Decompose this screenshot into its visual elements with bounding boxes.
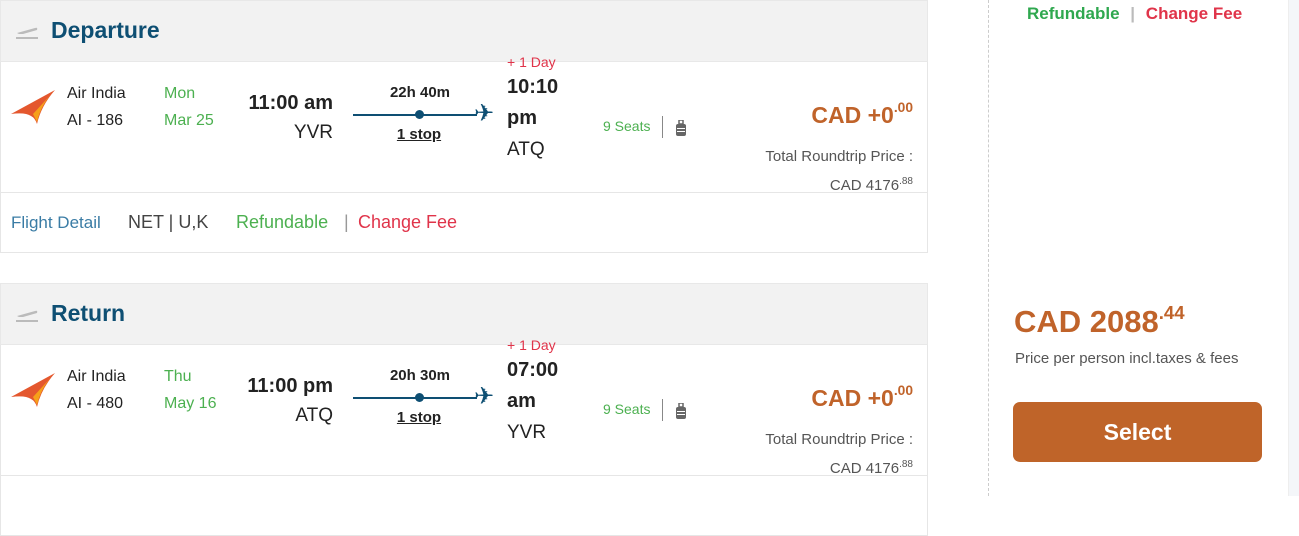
air-india-logo-icon — [11, 373, 55, 407]
dep-date: Mar 25 — [164, 112, 214, 129]
day-offset: + 1 Day — [507, 54, 556, 70]
change-fee-link[interactable]: Change Fee — [1145, 4, 1243, 23]
departure-header: Departure — [0, 0, 928, 62]
divider: | — [344, 212, 349, 232]
price-note: Price per person incl.taxes & fees — [1015, 350, 1239, 367]
seats-available: 9 Seats — [603, 401, 651, 417]
refundable-label: Refundable — [1027, 4, 1120, 23]
dep-airport: ATQ — [295, 405, 333, 426]
divider — [662, 116, 663, 138]
change-fee-link[interactable]: Change Fee — [358, 212, 458, 232]
select-button[interactable]: Select — [1013, 402, 1262, 462]
dep-time: 11:00 am — [248, 92, 333, 114]
stops-link[interactable]: 1 stop — [396, 409, 442, 426]
divider: | — [1130, 4, 1136, 23]
leg-title: Return — [51, 300, 126, 326]
duration: 20h 30m — [389, 367, 451, 384]
total-price: Total Roundtrip Price : CAD 4176.88 — [765, 431, 913, 477]
leg-title: Departure — [51, 17, 160, 43]
scroll-gutter — [1288, 0, 1299, 496]
panel-divider — [988, 0, 989, 496]
price-per-person: CAD 2088.44 — [1014, 302, 1185, 339]
dep-day: Thu — [164, 368, 192, 385]
refundable-label: Refundable — [236, 212, 329, 232]
price-difference: CAD +0.00 — [811, 383, 913, 411]
baggage-icon[interactable] — [675, 403, 687, 420]
airline-name: Air India — [67, 85, 126, 102]
dep-day: Mon — [164, 85, 196, 102]
baggage-icon[interactable] — [675, 120, 687, 137]
arr-ampm: am — [507, 390, 536, 412]
air-india-logo-icon — [11, 90, 55, 124]
fare-type: NET | U,K — [128, 212, 209, 232]
arr-airport: ATQ — [507, 139, 545, 160]
flight-number: AI - 186 — [67, 112, 124, 129]
return-header: Return — [0, 283, 928, 345]
stop-dot — [415, 110, 424, 119]
arr-time: 07:00 — [507, 359, 559, 381]
total-price: Total Roundtrip Price : CAD 4176.88 — [765, 148, 913, 194]
flight-footer: Flight Detail NET | U,K Refundable | Cha… — [0, 193, 928, 253]
dep-airport: YVR — [293, 122, 333, 143]
arr-ampm: pm — [507, 107, 537, 129]
takeoff-icon — [16, 310, 38, 322]
arr-airport: YVR — [507, 422, 547, 443]
flight-row-return: Air India AI - 480 Thu May 16 11:00 pm ATQ … — [0, 337, 928, 477]
flight-row-departure: Air India AI - 186 Mon Mar 25 11:00 am YVR … — [0, 54, 928, 194]
seats-available: 9 Seats — [603, 118, 651, 134]
plane-icon: ✈ — [474, 383, 495, 410]
divider — [662, 399, 663, 421]
side-fare-rules: Refundable | Change Fee — [1027, 4, 1242, 24]
stops-link[interactable]: 1 stop — [396, 126, 442, 143]
airline-name: Air India — [67, 368, 126, 385]
dep-date: May 16 — [164, 395, 217, 412]
price-difference: CAD +0.00 — [811, 100, 913, 128]
flight-footer — [0, 476, 928, 536]
takeoff-icon — [16, 27, 38, 39]
flight-number: AI - 480 — [67, 395, 124, 412]
flight-detail-link[interactable]: Flight Detail — [11, 213, 101, 232]
plane-icon: ✈ — [474, 100, 495, 127]
duration: 22h 40m — [389, 84, 451, 101]
dep-time: 11:00 pm — [247, 375, 333, 397]
stop-dot — [415, 393, 424, 402]
arr-time: 10:10 — [507, 76, 559, 98]
day-offset: + 1 Day — [507, 337, 556, 353]
